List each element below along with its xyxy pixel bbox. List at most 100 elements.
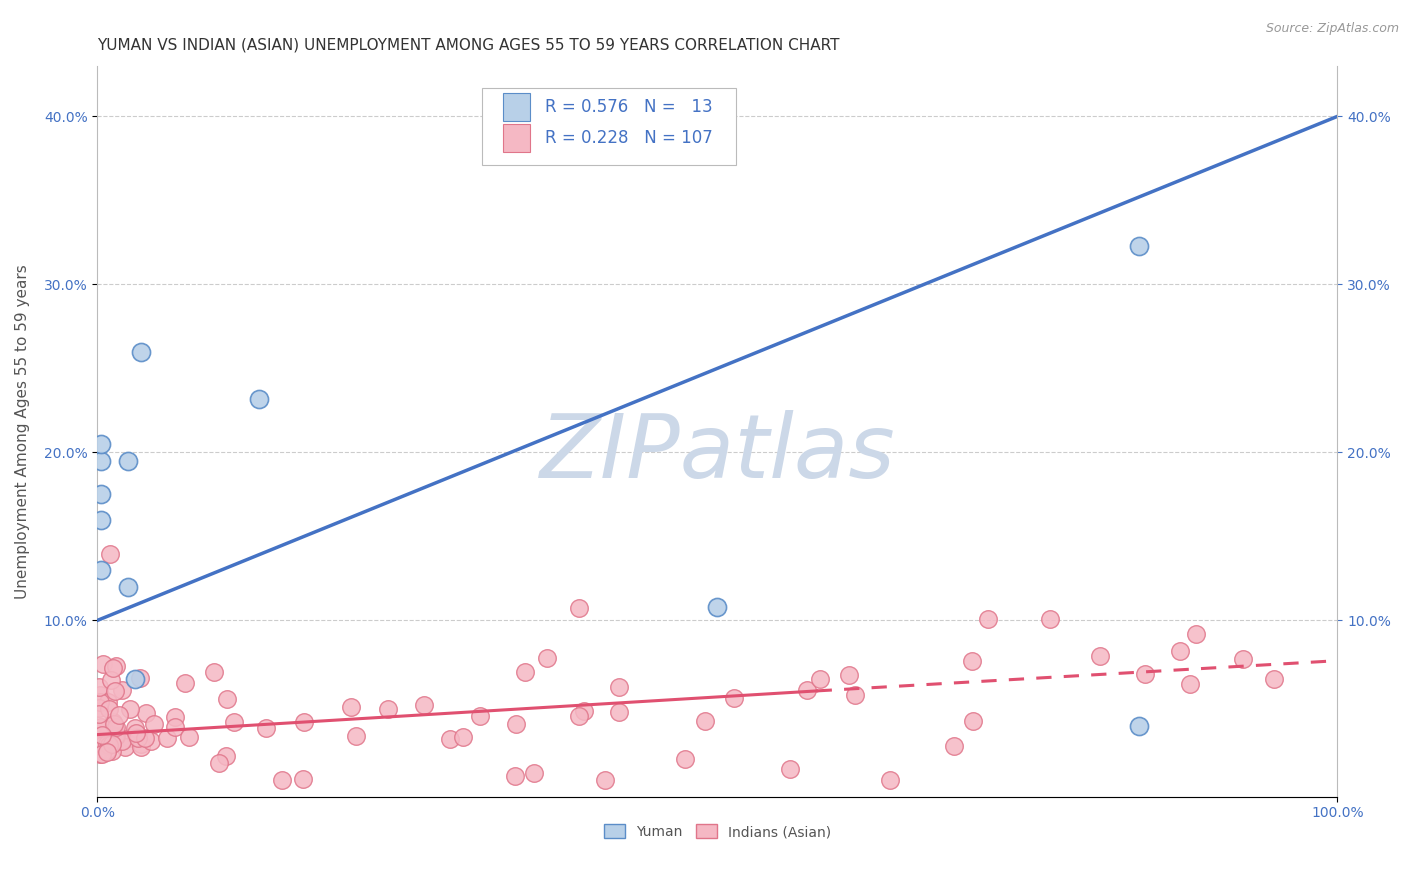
Point <box>111 683 134 698</box>
Point <box>574 704 596 718</box>
Point <box>292 772 315 786</box>
Point <box>97 726 120 740</box>
Point <box>105 729 128 743</box>
Point <box>976 612 998 626</box>
Point <box>124 672 146 686</box>
Point <box>96 745 118 759</box>
Point <box>108 708 131 723</box>
Point <box>163 721 186 735</box>
FancyBboxPatch shape <box>482 88 737 165</box>
Point <box>96 743 118 757</box>
Point <box>98 547 121 561</box>
Point <box>100 673 122 688</box>
Point <box>90 487 112 501</box>
Point <box>89 695 111 709</box>
Point <box>104 684 127 698</box>
Text: Source: ZipAtlas.com: Source: ZipAtlas.com <box>1265 22 1399 36</box>
Text: YUMAN VS INDIAN (ASIAN) UNEMPLOYMENT AMONG AGES 55 TO 59 YEARS CORRELATION CHART: YUMAN VS INDIAN (ASIAN) UNEMPLOYMENT AMO… <box>97 37 839 53</box>
Point <box>808 672 831 686</box>
Point <box>344 729 367 743</box>
Text: ZIPatlas: ZIPatlas <box>540 410 896 496</box>
Point <box>100 737 122 751</box>
Point <box>118 702 141 716</box>
Point <box>1088 648 1111 663</box>
Point <box>339 700 361 714</box>
Point <box>1039 612 1062 626</box>
Point <box>844 688 866 702</box>
Point <box>125 726 148 740</box>
Point <box>165 710 187 724</box>
Point <box>247 392 270 406</box>
Point <box>117 580 139 594</box>
Point <box>695 714 717 729</box>
Point <box>90 437 112 451</box>
Text: R = 0.576   N =   13: R = 0.576 N = 13 <box>546 98 713 116</box>
Point <box>1263 672 1285 686</box>
Point <box>124 721 146 735</box>
Point <box>129 671 152 685</box>
Legend: Yuman, Indians (Asian): Yuman, Indians (Asian) <box>598 819 837 845</box>
Point <box>503 769 526 783</box>
Point <box>101 661 124 675</box>
Point <box>208 756 231 770</box>
Point <box>1128 719 1150 733</box>
Point <box>962 714 984 728</box>
Point <box>97 695 120 709</box>
Point <box>156 731 179 745</box>
Point <box>139 733 162 747</box>
Bar <box>503 124 530 153</box>
Point <box>98 701 121 715</box>
Point <box>103 714 125 729</box>
Point <box>960 654 983 668</box>
Point <box>103 717 125 731</box>
Point <box>90 454 112 468</box>
Point <box>838 668 860 682</box>
Point <box>89 689 111 703</box>
Point <box>96 737 118 751</box>
Point <box>607 680 630 694</box>
Point <box>470 708 492 723</box>
Point <box>568 709 591 723</box>
Point <box>142 716 165 731</box>
Point <box>779 762 801 776</box>
Point <box>129 737 152 751</box>
Point <box>271 772 294 787</box>
Point <box>125 731 148 745</box>
Point <box>513 665 536 679</box>
Point <box>706 599 728 614</box>
Point <box>135 706 157 721</box>
Point <box>89 738 111 752</box>
Point <box>593 772 616 787</box>
Point <box>104 720 127 734</box>
Point <box>1168 644 1191 658</box>
Point <box>87 701 110 715</box>
Point <box>93 657 115 671</box>
Point <box>103 723 125 737</box>
Point <box>413 698 436 712</box>
Point <box>89 747 111 761</box>
Point <box>523 766 546 780</box>
Point <box>214 749 236 764</box>
Point <box>673 752 696 766</box>
Point <box>90 719 112 733</box>
Point <box>97 739 120 753</box>
Point <box>100 744 122 758</box>
Point <box>1128 238 1150 252</box>
Point <box>453 730 475 744</box>
Point <box>292 714 315 729</box>
Point <box>129 739 152 754</box>
Point <box>91 727 114 741</box>
Point <box>439 732 461 747</box>
Point <box>118 731 141 746</box>
Point <box>111 734 134 748</box>
Point <box>222 715 245 730</box>
Point <box>104 658 127 673</box>
Text: R = 0.228   N = 107: R = 0.228 N = 107 <box>546 129 713 147</box>
Point <box>91 738 114 752</box>
Point <box>568 600 591 615</box>
Point <box>94 728 117 742</box>
Point <box>98 738 121 752</box>
Y-axis label: Unemployment Among Ages 55 to 59 years: Unemployment Among Ages 55 to 59 years <box>15 264 30 599</box>
Point <box>87 680 110 694</box>
Point <box>91 721 114 735</box>
